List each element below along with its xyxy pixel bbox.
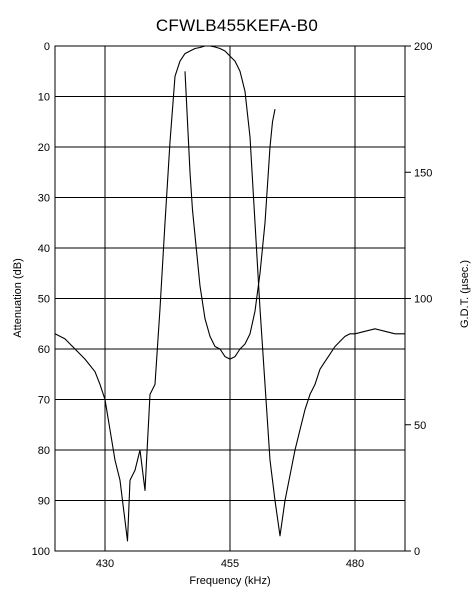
y-right-axis-label: G.D.T. (µsec.): [459, 260, 471, 328]
y-left-tick-label: 80: [38, 445, 50, 457]
y-right-tick-label: 200: [414, 41, 432, 53]
tick-labels: 0 10 20 30 40 50 60 70 80 90 100 430 455 480 0 50 100 150…: [32, 41, 433, 570]
y-left-tick-label: 40: [38, 243, 50, 255]
y-right-tick-label: 50: [414, 420, 426, 432]
series-line-group-delay: [184, 71, 276, 360]
y-left-tick-label: 90: [38, 496, 50, 508]
y-right-tick-label: 100: [414, 294, 432, 306]
y-left-tick-label: 0: [44, 41, 50, 53]
chart-title: CFWLB455KEFA-B0: [156, 16, 318, 35]
y-left-axis-label: Attenuation (dB): [12, 258, 24, 338]
x-tick-label: 455: [221, 558, 239, 570]
y-left-tick-label: 50: [38, 294, 50, 306]
grid-lines: [55, 45, 405, 552]
x-axis-label: Frequency (kHz): [189, 575, 270, 587]
x-tick-label: 480: [346, 558, 364, 570]
y-left-tick-label: 20: [38, 142, 50, 154]
y-left-tick-label: 10: [38, 92, 50, 104]
series-line-attenuation: [54, 45, 405, 542]
y-left-tick-label: 70: [38, 395, 50, 407]
data-series: [54, 45, 405, 542]
x-tick-label: 430: [96, 558, 114, 570]
y-left-tick-label: 100: [32, 546, 50, 558]
y-left-tick-label: 30: [38, 193, 50, 205]
y-left-tick-label: 60: [38, 344, 50, 356]
y-right-tick-label: 0: [414, 546, 420, 558]
y-right-tick-label: 150: [414, 167, 432, 179]
